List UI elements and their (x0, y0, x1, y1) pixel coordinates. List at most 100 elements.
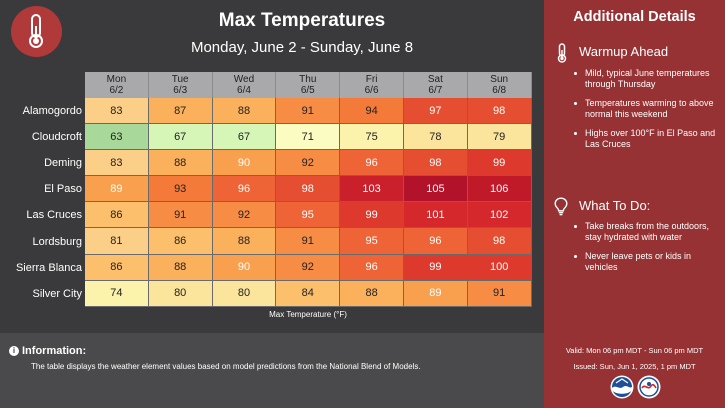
table-cell: 94 (340, 98, 404, 125)
column-header-date: 6/6 (364, 85, 379, 96)
information-title: Information: (22, 345, 87, 357)
table-cell: 90 (212, 150, 277, 177)
page-title: Max Temperatures (218, 10, 386, 31)
table-cell: 91 (276, 98, 341, 125)
table-cell: 99 (340, 202, 404, 229)
table-cell: 71 (276, 124, 341, 151)
table-cell: 80 (148, 280, 213, 307)
list-item: Take breaks from the outdoors, stay hydr… (573, 221, 718, 243)
column-header-day: Sat (427, 74, 443, 85)
table-cell: 88 (148, 254, 213, 281)
column-header: Fri 6/6 (340, 72, 404, 98)
table-cell: 67 (212, 124, 277, 151)
column-header-date: 6/3 (173, 85, 188, 96)
column-header: Mon 6/2 (85, 72, 149, 98)
table-cell: 103 (340, 176, 404, 203)
noaa-logo (610, 375, 634, 399)
table-cell: 75 (340, 124, 404, 151)
table-cell: 106 (467, 176, 532, 203)
information-text: The table displays the weather element v… (31, 362, 421, 371)
table-cell: 101 (403, 202, 468, 229)
section-title-warmup: Warmup Ahead (579, 44, 669, 59)
row-label-city: Cloudcroft (31, 131, 82, 144)
table-axis-label: Max Temperature (°F) (269, 310, 347, 319)
table-cell: 81 (85, 228, 149, 255)
column-header-date: 6/7 (428, 85, 443, 96)
table-cell: 91 (148, 202, 213, 229)
column-header-day: Fri (365, 74, 378, 85)
column-header: Sun 6/8 (467, 72, 532, 98)
table-cell: 96 (340, 254, 404, 281)
column-header: Wed 6/4 (212, 72, 277, 98)
column-header-date: 6/2 (109, 85, 124, 96)
table-cell: 96 (340, 150, 404, 177)
table-cell: 95 (340, 228, 404, 255)
section-title-what-to-do: What To Do: (579, 198, 651, 213)
table-cell: 87 (148, 98, 213, 125)
table-cell: 88 (340, 280, 404, 307)
table-cell: 105 (403, 176, 468, 203)
nws-logo (637, 375, 661, 399)
table-cell: 99 (403, 254, 468, 281)
table-row: 89 93 96 98 103 105 106 (85, 176, 532, 203)
table-cell: 63 (85, 124, 149, 151)
valid-period: Valid: Mon 06 pm MDT - Sun 06 pm MDT (565, 346, 704, 355)
table-cell: 98 (276, 176, 341, 203)
column-header-day: Tue (171, 74, 189, 85)
list-item: Highs over 100°F in El Paso and Las Cruc… (573, 128, 718, 150)
row-label-city: Lordsburg (32, 235, 82, 248)
table-row: 81 86 88 91 95 96 98 (85, 228, 532, 255)
list-item: Mild, typical June temperatures through … (573, 68, 718, 90)
column-header-day: Wed (233, 74, 255, 85)
table-cell: 102 (467, 202, 532, 229)
table-cell: 80 (212, 280, 277, 307)
table-row: 86 91 92 95 99 101 102 (85, 202, 532, 229)
column-header-day: Sun (490, 74, 509, 85)
table-cell: 79 (467, 124, 532, 151)
table-cell: 92 (276, 254, 341, 281)
table-cell: 86 (148, 228, 213, 255)
row-label-city: Silver City (32, 287, 82, 300)
info-icon: i (9, 346, 19, 356)
table-cell: 83 (85, 98, 149, 125)
information-panel (0, 333, 544, 408)
table-cell: 91 (467, 280, 532, 307)
row-label-city: Alamogordo (22, 105, 82, 117)
row-label-city: Sierra Blanca (15, 261, 82, 274)
table-cell: 88 (212, 98, 277, 125)
table-cell: 99 (467, 150, 532, 177)
table-row: 74 80 80 84 88 89 91 (85, 280, 532, 307)
table-cell: 92 (276, 150, 341, 177)
table-body: 83 87 88 91 94 97 98 63 67 67 71 75 78 79 83 88 90 92 96 98… (85, 98, 532, 307)
column-header: Sat 6/7 (403, 72, 468, 98)
warmup-bullets: Mild, typical June temperatures through … (573, 68, 718, 158)
row-label-city: El Paso (44, 183, 82, 196)
table-cell: 96 (212, 176, 277, 203)
date-range: Monday, June 2 - Sunday, June 8 (190, 39, 414, 56)
table-cell: 93 (148, 176, 213, 203)
table-row: 83 87 88 91 94 97 98 (85, 98, 532, 125)
table-row: 83 88 90 92 96 98 99 (85, 150, 532, 177)
table-cell: 90 (212, 254, 277, 281)
table-cell: 89 (85, 176, 149, 203)
table-cell: 74 (85, 280, 149, 307)
column-header-day: Mon (106, 74, 127, 85)
lightbulb-icon (554, 197, 568, 216)
thermometer-icon (29, 14, 43, 48)
table-cell: 88 (148, 150, 213, 177)
table-cell: 83 (85, 150, 149, 177)
list-item: Temperatures warming to above normal thi… (573, 98, 718, 120)
table-cell: 96 (403, 228, 468, 255)
table-cell: 97 (403, 98, 468, 125)
column-header-day: Thu (299, 74, 317, 85)
issued-time: Issued: Sun, Jun 1, 2025, 1 pm MDT (573, 362, 696, 371)
column-header: Thu 6/5 (276, 72, 341, 98)
table-cell: 84 (276, 280, 341, 307)
table-cell: 98 (403, 150, 468, 177)
table-header: Mon 6/2 Tue 6/3 Wed 6/4 Thu 6/5 Fri 6/6 Sat 6/7 Sun 6… (85, 72, 532, 98)
column-header-date: 6/5 (300, 85, 315, 96)
thermometer-icon (557, 43, 567, 63)
table-row: 63 67 67 71 75 78 79 (85, 124, 532, 151)
what-to-do-bullets: Take breaks from the outdoors, stay hydr… (573, 221, 718, 281)
temperature-table: Mon 6/2 Tue 6/3 Wed 6/4 Thu 6/5 Fri 6/6 Sat 6/7 Sun 6… (85, 72, 532, 307)
